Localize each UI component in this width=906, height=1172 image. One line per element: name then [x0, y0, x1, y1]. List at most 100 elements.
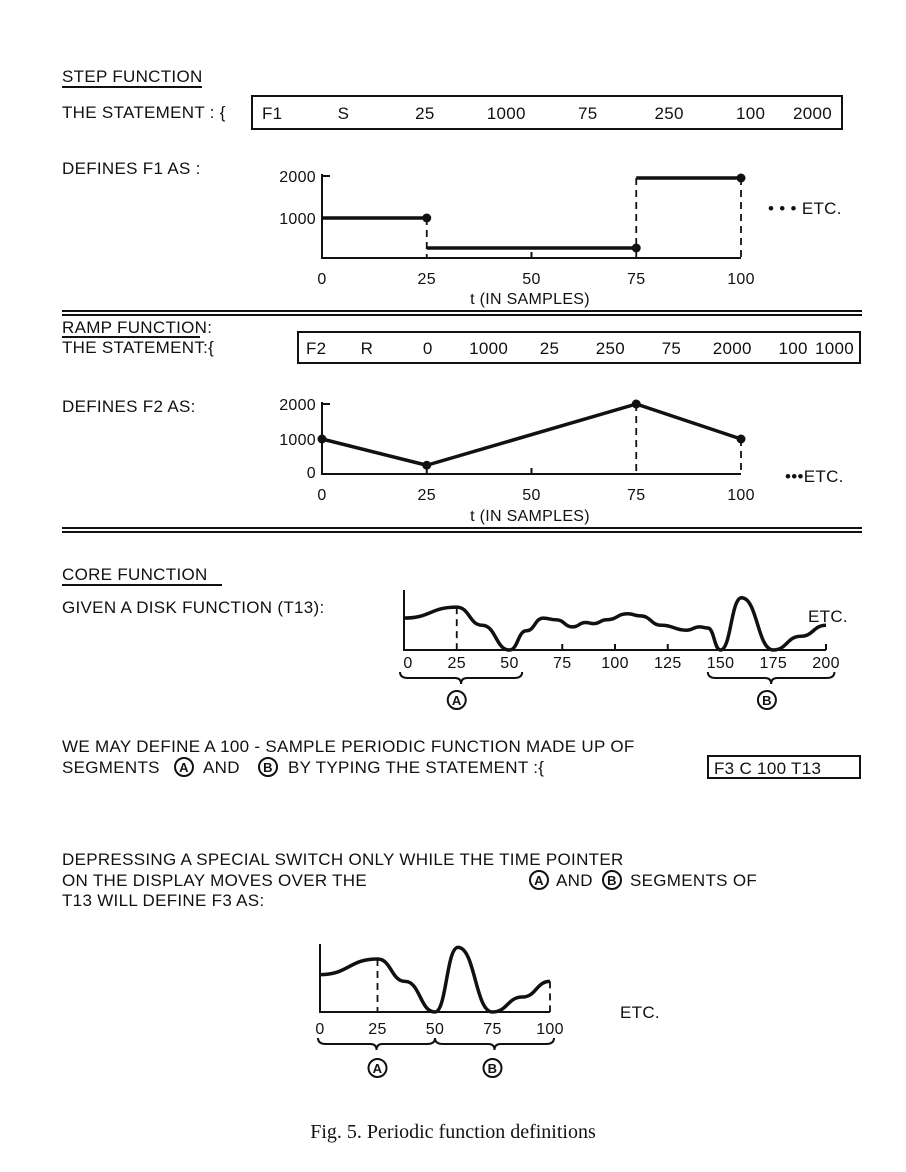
para2-line2a: ON THE DISPLAY MOVES OVER THE: [62, 871, 367, 890]
curve: [319, 945, 551, 1014]
x-tick-label: 200: [812, 655, 840, 672]
statement-token: R: [361, 339, 374, 358]
x-tick-label: 50: [500, 655, 518, 672]
statement-token: 100: [736, 104, 765, 123]
x-tick-label: 0: [317, 487, 326, 504]
ramp-chart: 0 25 50 75 100 2000 1000 0: [279, 397, 755, 504]
step-etc: • • • ETC.: [768, 199, 842, 218]
f3-statement: F3 C 100 T13: [714, 759, 821, 778]
y-tick-label: 2000: [279, 397, 316, 414]
curve: [403, 596, 827, 652]
statement-token: F1: [262, 104, 282, 123]
statement-token: 25: [415, 104, 435, 123]
y-tick-label: 1000: [279, 211, 316, 228]
y-tick-label: 1000: [279, 432, 316, 449]
statement-token: 1000: [815, 339, 854, 358]
x-tick-label: 50: [426, 1021, 444, 1038]
x-tick-label: 25: [418, 271, 436, 288]
x-tick-label: 100: [727, 487, 755, 504]
step-statement-box: [251, 95, 843, 130]
segment-b-inline-letter: B: [263, 760, 273, 775]
x-tick-label: 0: [403, 655, 412, 672]
statement-token: 250: [596, 339, 625, 358]
y-tick-label: 0: [307, 465, 316, 482]
x-tick-label: 100: [536, 1021, 564, 1038]
segment-b-inline-letter: B: [607, 873, 617, 888]
segment-b-label-letter: B: [488, 1061, 498, 1076]
x-tick-label: 0: [317, 271, 326, 288]
statement-token: 75: [662, 339, 682, 358]
segment-a-inline-letter: A: [534, 873, 544, 888]
para1-line2-b: AND: [203, 758, 240, 777]
segment-b-label: B: [482, 1058, 503, 1078]
statement-token: 250: [655, 104, 684, 123]
segment-b-brace: [434, 1037, 555, 1051]
segment-a-label: A: [446, 690, 467, 710]
segment-b-brace: [706, 671, 836, 685]
ramp-xlabel: t (IN SAMPLES): [470, 508, 590, 525]
statement-token: S: [338, 104, 350, 123]
x-tick-label: 25: [448, 655, 466, 672]
caption-fig: Fig. 5.: [310, 1121, 362, 1143]
ramp-statement-label: THE STATEMENT:{: [62, 338, 214, 357]
f3-etc: ETC.: [620, 1003, 660, 1022]
statement-token: 75: [578, 104, 598, 123]
segment-b-inline: B: [602, 870, 622, 890]
x-tick-label: 0: [315, 1021, 324, 1038]
step-statement-label: THE STATEMENT : {: [62, 103, 226, 122]
statement-token: 0: [423, 339, 433, 358]
para1-line2-a: SEGMENTS: [62, 758, 160, 777]
x-tick-label: 100: [601, 655, 629, 672]
segment-b-label: B: [756, 690, 777, 710]
step-point: [631, 243, 641, 253]
para2-line2c: SEGMENTS OF: [630, 871, 757, 890]
core-given-label: GIVEN A DISK FUNCTION (T13):: [62, 598, 325, 617]
para1-line2-c: BY TYPING THE STATEMENT :{: [288, 758, 544, 777]
x-tick-label: 75: [483, 1021, 501, 1038]
x-tick-label: 75: [627, 487, 645, 504]
para2-line3: T13 WILL DEFINE F3 AS:: [62, 891, 264, 910]
segment-a-brace: [317, 1037, 436, 1051]
core-heading: CORE FUNCTION: [62, 565, 208, 584]
segment-a-label-letter: A: [452, 693, 462, 708]
step-heading: STEP FUNCTION: [62, 67, 203, 86]
caption-text: Periodic function definitions: [367, 1121, 596, 1143]
ramp-point: [422, 460, 432, 470]
ramp-etc: •••ETC.: [785, 467, 844, 486]
segment-a-label-letter: A: [373, 1061, 383, 1076]
figure-caption: Fig. 5. Periodic function definitions: [310, 1121, 596, 1143]
para2-line1: DEPRESSING A SPECIAL SWITCH ONLY WHILE T…: [62, 850, 624, 869]
core-etc: ETC.: [808, 607, 848, 626]
step-chart: 0 25 50 75 100 2000 1000: [279, 169, 755, 288]
statement-token: 2000: [793, 104, 832, 123]
step-xlabel: t (IN SAMPLES): [470, 291, 590, 308]
x-tick-label: 50: [522, 487, 540, 504]
step-defines-label: DEFINES F1 AS :: [62, 159, 201, 178]
segment-a-inline-letter: A: [179, 760, 189, 775]
x-tick-label: 50: [522, 271, 540, 288]
x-tick-label: 175: [759, 655, 787, 672]
ramp-defines-label: DEFINES F2 AS:: [62, 397, 196, 416]
ramp-statement-box: [297, 331, 861, 364]
x-tick-label: 25: [418, 487, 436, 504]
para2-line2b: AND: [556, 871, 593, 890]
segment-a-label: A: [367, 1058, 388, 1078]
f3-statement-box: [707, 755, 861, 779]
t13-chart: 0 25 50 75 100 125 150 175 200 A B: [399, 590, 840, 710]
statement-token: 1000: [487, 104, 526, 123]
x-tick-label: 150: [707, 655, 735, 672]
statement-token: 25: [540, 339, 560, 358]
statement-token: 100: [778, 339, 807, 358]
ramp-line: [321, 402, 742, 467]
segment-b-label-letter: B: [762, 693, 772, 708]
x-tick-label: 75: [553, 655, 571, 672]
x-tick-label: 100: [727, 271, 755, 288]
x-tick-label: 25: [368, 1021, 386, 1038]
segment-a-inline: A: [529, 870, 549, 890]
statement-token: 2000: [713, 339, 752, 358]
segment-b-inline: B: [258, 757, 278, 777]
segment-a-inline: A: [174, 757, 194, 777]
segment-a-brace: [399, 671, 524, 685]
para1-line1: WE MAY DEFINE A 100 - SAMPLE PERIODIC FU…: [62, 737, 635, 756]
